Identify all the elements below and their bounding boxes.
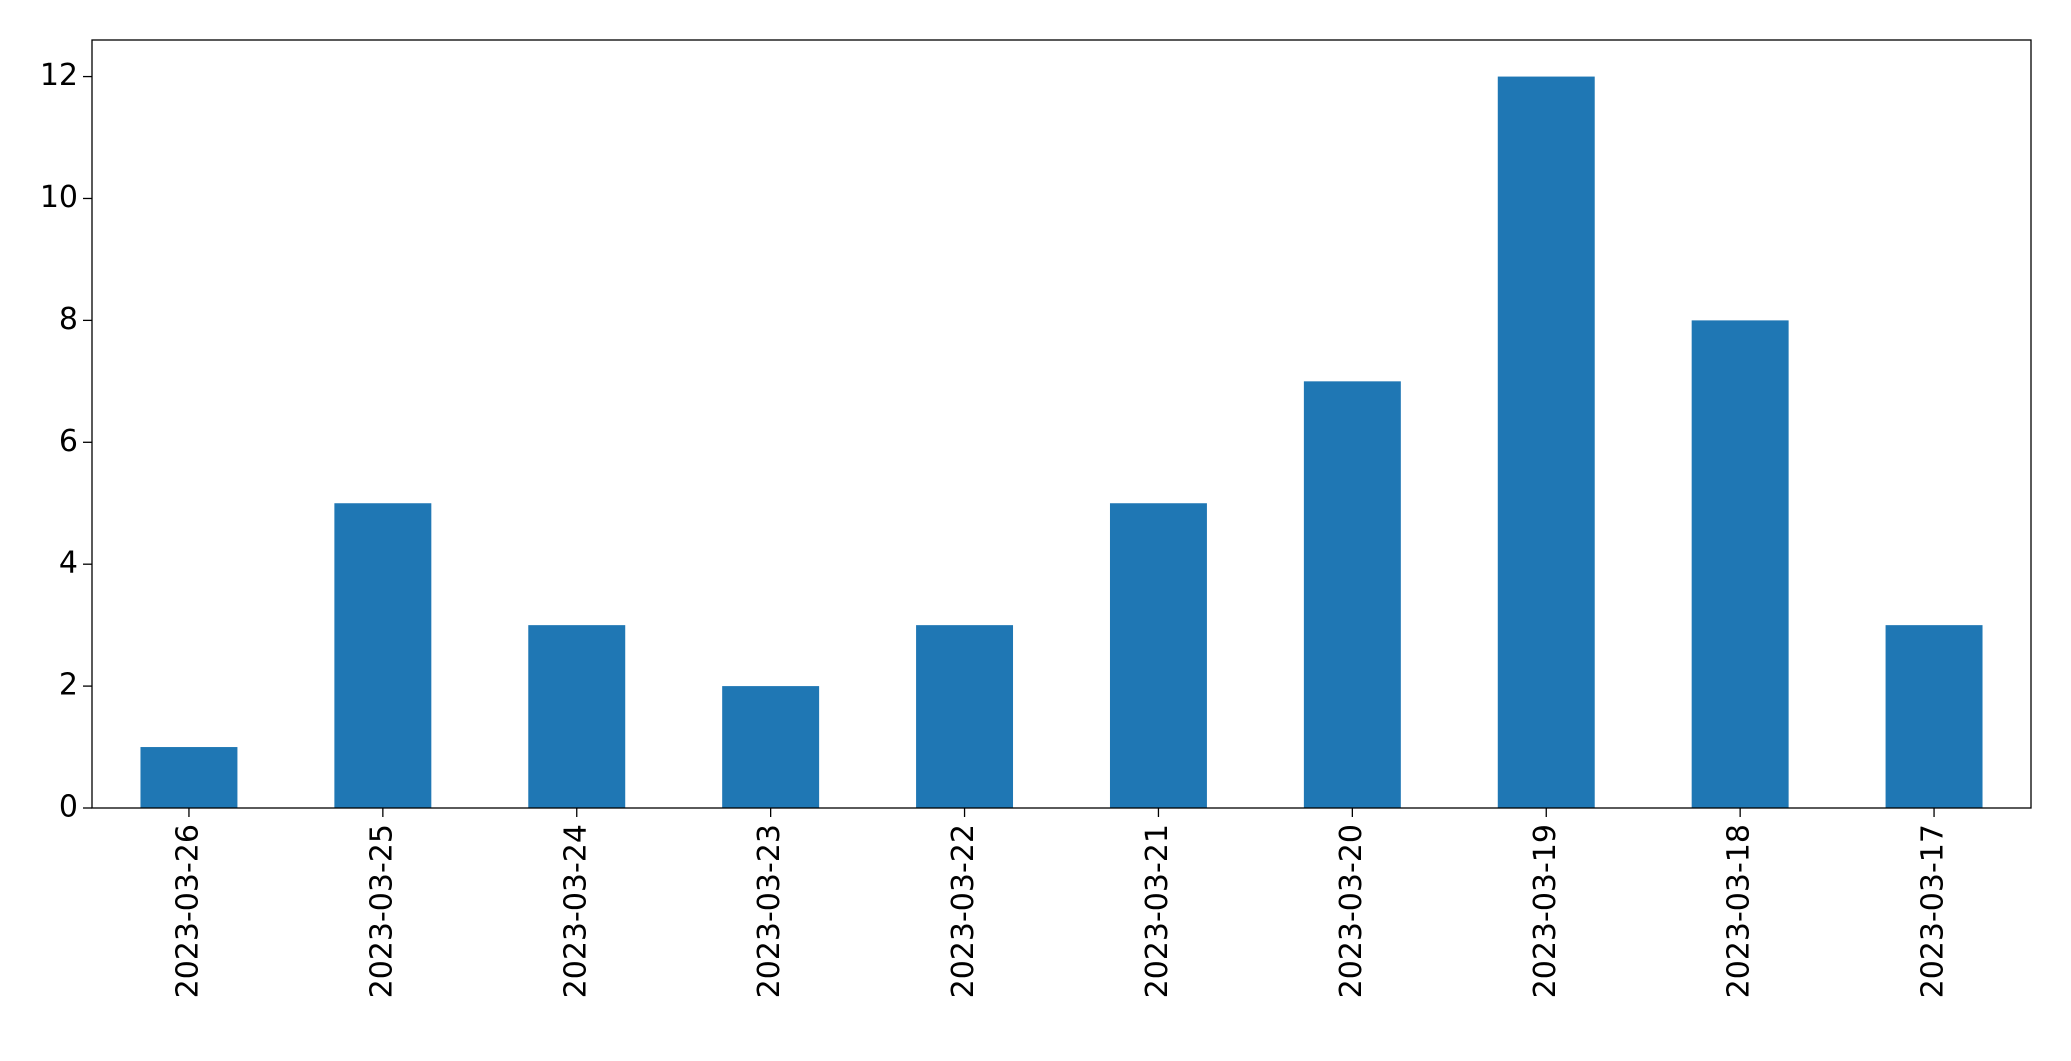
x-tick-label: 2023-03-17 (1916, 824, 1951, 998)
plot-frame (91, 39, 2032, 809)
x-tick-label: 2023-03-26 (170, 824, 205, 998)
x-tick-label: 2023-03-25 (364, 824, 399, 998)
bar (722, 686, 820, 808)
bar (1109, 503, 1207, 808)
x-tick-label: 2023-03-24 (558, 824, 593, 998)
bar (1885, 625, 1983, 808)
bar (334, 503, 432, 808)
x-tick-label: 2023-03-19 (1528, 824, 1563, 998)
bar (916, 625, 1014, 808)
y-tick-label: 4 (59, 546, 78, 581)
bar (1691, 320, 1789, 808)
y-tick-label: 12 (40, 58, 78, 93)
x-tick-label: 2023-03-20 (1334, 824, 1369, 998)
x-tick-label: 2023-03-21 (1140, 824, 1175, 998)
bar (528, 625, 626, 808)
bar (1303, 381, 1401, 808)
y-tick-label: 6 (59, 424, 78, 459)
bar (140, 747, 238, 808)
y-tick-label: 10 (40, 180, 78, 215)
x-tick-label: 2023-03-23 (752, 824, 787, 998)
bar (1497, 76, 1595, 809)
y-tick-label: 2 (59, 668, 78, 703)
y-tick-label: 8 (59, 302, 78, 337)
x-tick-label: 2023-03-22 (946, 824, 981, 998)
x-tick-label: 2023-03-18 (1722, 824, 1757, 998)
y-tick-label: 0 (59, 790, 78, 825)
